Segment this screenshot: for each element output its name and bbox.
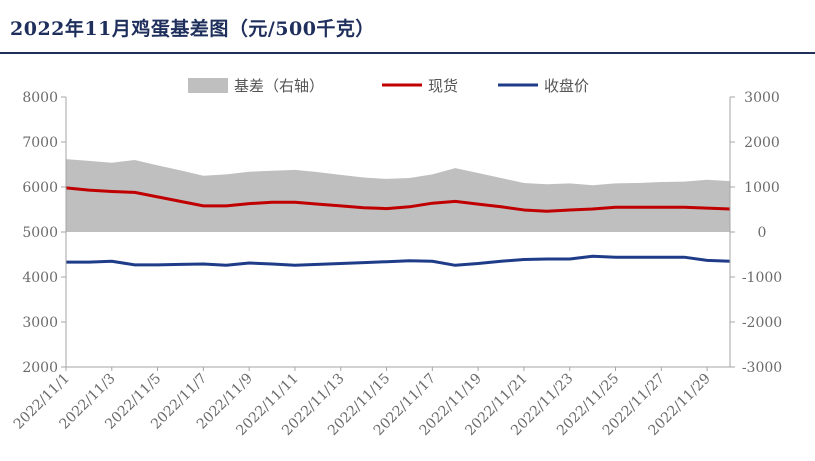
right-axis-tick-label: 2000 (744, 135, 780, 151)
series-close-line (66, 254, 731, 267)
left-axis-tick-label: 8000 (22, 90, 58, 106)
legend-item: 收盘价 (498, 77, 589, 95)
left-axis-tick-label: 4000 (22, 270, 58, 286)
legend-label: 收盘价 (544, 77, 589, 95)
right-axis-tick-label: -2000 (742, 315, 782, 331)
right-axis-tick-label: 3000 (744, 90, 780, 106)
legend-label: 基差（右轴） (234, 77, 324, 95)
legend-item: 基差（右轴） (188, 77, 324, 95)
left-axis-tick-label: 3000 (22, 315, 58, 331)
title-underline (0, 52, 815, 54)
right-axis-tick-label: 0 (758, 225, 767, 241)
left-axis-tick-label: 5000 (22, 225, 58, 241)
legend-item: 现货 (382, 77, 458, 95)
series-spot-line (65, 186, 731, 213)
legend-label: 现货 (428, 77, 458, 95)
right-axis-tick-label: -3000 (742, 360, 782, 376)
left-axis-tick-label: 2000 (22, 360, 58, 376)
left-axis-tick-label: 6000 (22, 180, 58, 196)
right-axis-tick-label: -1000 (742, 270, 782, 286)
series-basis-area (66, 159, 730, 232)
legend-swatch-area (188, 78, 228, 93)
right-axis-tick-label: 1000 (744, 180, 780, 196)
left-axis-tick-label: 7000 (22, 135, 58, 151)
chart-title: 2022年11月鸡蛋基差图（元/500千克） (10, 18, 375, 40)
